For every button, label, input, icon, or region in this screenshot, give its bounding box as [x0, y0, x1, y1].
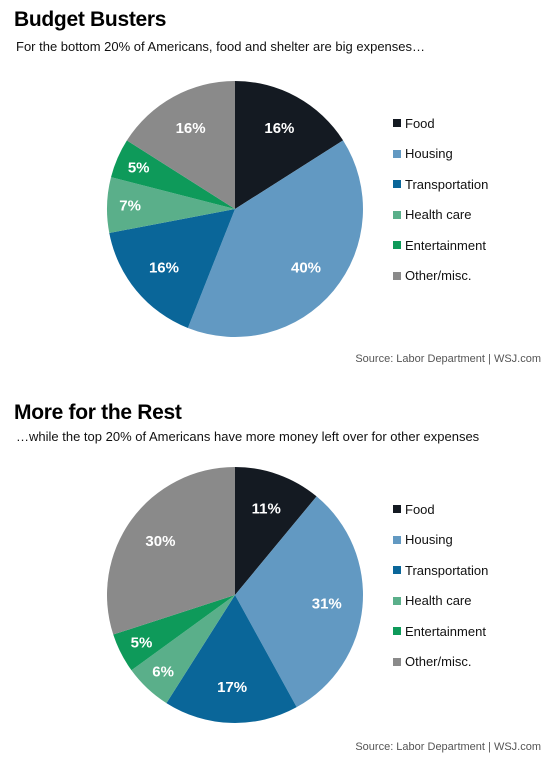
- legend-label: Transportation: [405, 562, 489, 578]
- legend-swatch: [393, 241, 401, 250]
- slice-label-food: 11%: [252, 500, 281, 517]
- legend-item-other-misc: Other/misc.: [393, 261, 488, 292]
- pie-slice-housing: [235, 496, 364, 708]
- legend-label: Entertainment: [405, 237, 486, 253]
- slice-label-transportation: 17%: [217, 679, 247, 696]
- legend-label: Other/misc.: [405, 268, 472, 284]
- legend-item-entertainment: Entertainment: [393, 616, 488, 647]
- legend-label: Food: [405, 501, 435, 517]
- chart-panel-bottom-20: Budget Busters For the bottom 20% of Ame…: [0, 0, 556, 383]
- legend-swatch: [393, 180, 401, 189]
- legend-item-food: Food: [393, 108, 488, 139]
- legend-swatch: [393, 271, 401, 280]
- legend-swatch: [393, 149, 401, 158]
- pie-slice-health-care: [131, 595, 235, 704]
- legend-item-health-care: Health care: [393, 200, 488, 231]
- legend-swatch: [393, 627, 401, 636]
- slice-label-housing: 31%: [312, 596, 342, 613]
- legend-item-health-care: Health care: [393, 586, 488, 617]
- pie-slice-health-care: [107, 177, 235, 233]
- slice-label-health-care: 6%: [152, 664, 174, 681]
- pie-slice-transportation: [166, 595, 297, 723]
- legend-swatch: [393, 119, 401, 128]
- pie-slice-food: [235, 81, 344, 209]
- source-note: Source: Labor Department | WSJ.com: [355, 353, 541, 365]
- source-note: Source: Labor Department | WSJ.com: [355, 741, 541, 753]
- chart-subtitle: …while the top 20% of Americans have mor…: [16, 429, 480, 444]
- legend-swatch: [393, 210, 401, 219]
- legend-item-food: Food: [393, 494, 488, 525]
- legend-swatch: [393, 505, 401, 514]
- legend-item-transportation: Transportation: [393, 169, 488, 200]
- legend: Food Housing Transportation Health care Ente…: [393, 494, 488, 677]
- chart-title: More for the Rest: [14, 401, 182, 424]
- legend-label: Health care: [405, 207, 472, 223]
- legend-swatch: [393, 657, 401, 666]
- chart-subtitle: For the bottom 20% of Americans, food an…: [16, 39, 426, 54]
- legend-item-housing: Housing: [393, 525, 488, 556]
- pie-chart-bottom-20: 16% 40% 16% 7% 5% 16%: [107, 81, 363, 337]
- slice-label-other-misc: 30%: [145, 533, 175, 550]
- legend-label: Transportation: [405, 176, 489, 192]
- slice-label-entertainment: 5%: [128, 159, 150, 176]
- pie-slice-other-misc: [106, 467, 235, 635]
- slice-label-housing: 40%: [291, 260, 321, 277]
- legend-swatch: [393, 596, 401, 605]
- legend-item-other-misc: Other/misc.: [393, 647, 488, 678]
- legend-label: Housing: [405, 146, 453, 162]
- legend-swatch: [393, 566, 401, 575]
- legend-item-transportation: Transportation: [393, 555, 488, 586]
- pie-slice-other-misc: [126, 81, 235, 209]
- pie-slice-entertainment: [111, 140, 235, 209]
- slice-label-transportation: 16%: [149, 260, 179, 277]
- legend-label: Food: [405, 115, 435, 131]
- legend-label: Health care: [405, 593, 472, 609]
- legend-label: Entertainment: [405, 623, 486, 639]
- pie-slice-entertainment: [113, 595, 235, 671]
- chart-panel-top-20: More for the Rest …while the top 20% of …: [0, 395, 556, 778]
- pie-slice-transportation: [109, 209, 235, 329]
- legend-swatch: [393, 535, 401, 544]
- pie-slice-housing: [187, 140, 363, 337]
- chart-title: Budget Busters: [14, 8, 167, 31]
- pie-chart-top-20: 11% 31% 17% 6% 5% 30%: [106, 467, 364, 723]
- legend-item-housing: Housing: [393, 139, 488, 170]
- slice-label-health-care: 7%: [119, 198, 141, 215]
- slice-label-food: 16%: [264, 120, 294, 137]
- slice-label-entertainment: 5%: [131, 635, 153, 652]
- legend: Food Housing Transportation Health care Ente…: [393, 108, 488, 291]
- legend-label: Housing: [405, 532, 453, 548]
- legend-label: Other/misc.: [405, 654, 472, 670]
- pie-slice-food: [235, 467, 317, 595]
- slice-label-other-misc: 16%: [176, 120, 206, 137]
- legend-item-entertainment: Entertainment: [393, 230, 488, 261]
